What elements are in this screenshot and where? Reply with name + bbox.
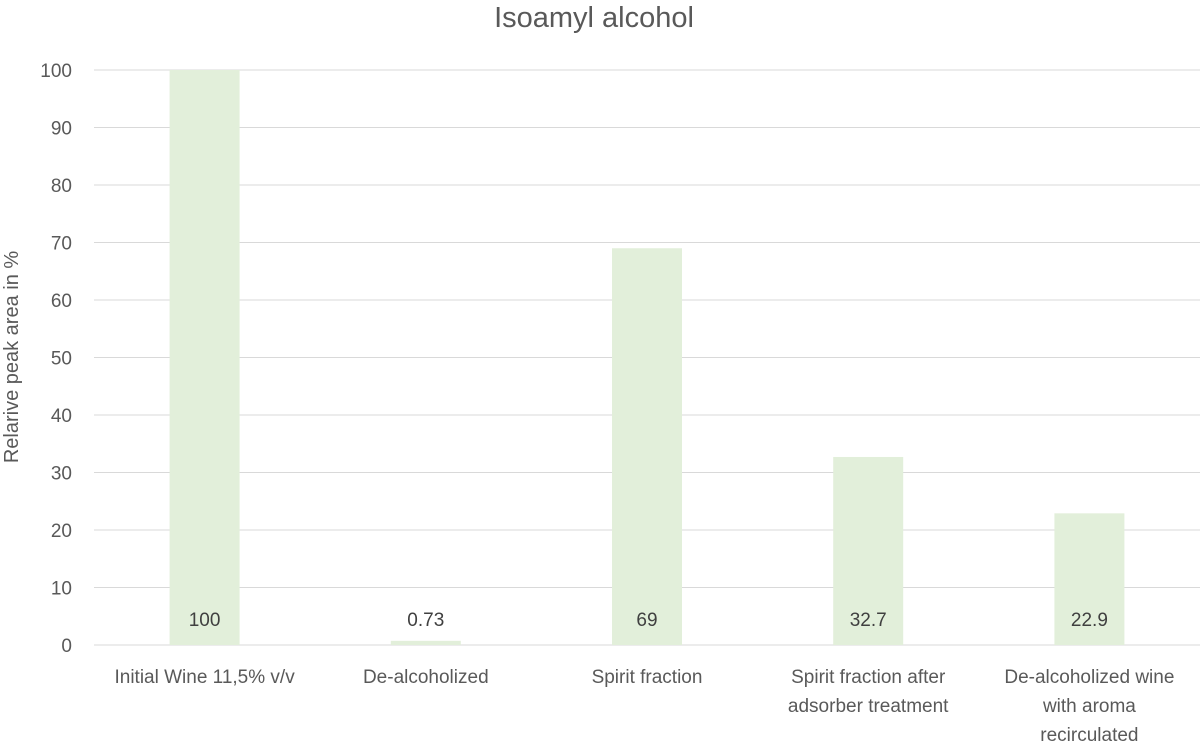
x-category-label: with aroma xyxy=(1042,696,1136,717)
bar xyxy=(169,70,240,645)
y-tick-label: 100 xyxy=(40,61,72,82)
data-labels: 100 0.73 69 32.7 22.9 xyxy=(189,610,1108,631)
y-tick-label: 50 xyxy=(51,349,72,370)
x-category-label: De-alcoholized wine xyxy=(1004,667,1174,688)
y-tick-label: 60 xyxy=(51,291,72,312)
y-tick-label: 20 xyxy=(51,521,72,542)
x-category-label: Spirit fraction xyxy=(592,667,703,688)
y-tick-label: 0 xyxy=(61,636,72,657)
y-tick-label: 80 xyxy=(51,176,72,197)
data-label: 22.9 xyxy=(1071,610,1108,631)
y-tick-label: 30 xyxy=(51,464,72,485)
y-axis-label: Relarive peak area in % xyxy=(1,251,23,464)
y-axis-ticks: 0 10 20 30 40 50 60 70 80 90 100 xyxy=(40,61,72,657)
x-category-label: recirculated xyxy=(1040,725,1138,744)
y-tick-label: 10 xyxy=(51,579,72,600)
data-label: 100 xyxy=(189,610,221,631)
x-axis-categories: Initial Wine 11,5% v/v De-alcoholized Spir… xyxy=(114,667,1174,744)
bar xyxy=(390,640,461,645)
data-label: 69 xyxy=(636,610,657,631)
data-label: 32.7 xyxy=(850,610,887,631)
bars xyxy=(169,70,1125,645)
y-tick-label: 90 xyxy=(51,119,72,140)
bar xyxy=(833,456,904,645)
x-category-label: De-alcoholized xyxy=(363,667,489,688)
bar xyxy=(612,248,682,645)
bar xyxy=(1054,513,1125,645)
y-tick-label: 40 xyxy=(51,406,72,427)
x-category-label: adsorber treatment xyxy=(788,696,949,717)
x-category-label: Spirit fraction after xyxy=(791,667,946,688)
y-tick-label: 70 xyxy=(51,234,72,255)
x-category-label: Initial Wine 11,5% v/v xyxy=(114,667,295,688)
chart-title: Isoamyl alcohol xyxy=(494,2,694,34)
data-label: 0.73 xyxy=(407,610,444,631)
